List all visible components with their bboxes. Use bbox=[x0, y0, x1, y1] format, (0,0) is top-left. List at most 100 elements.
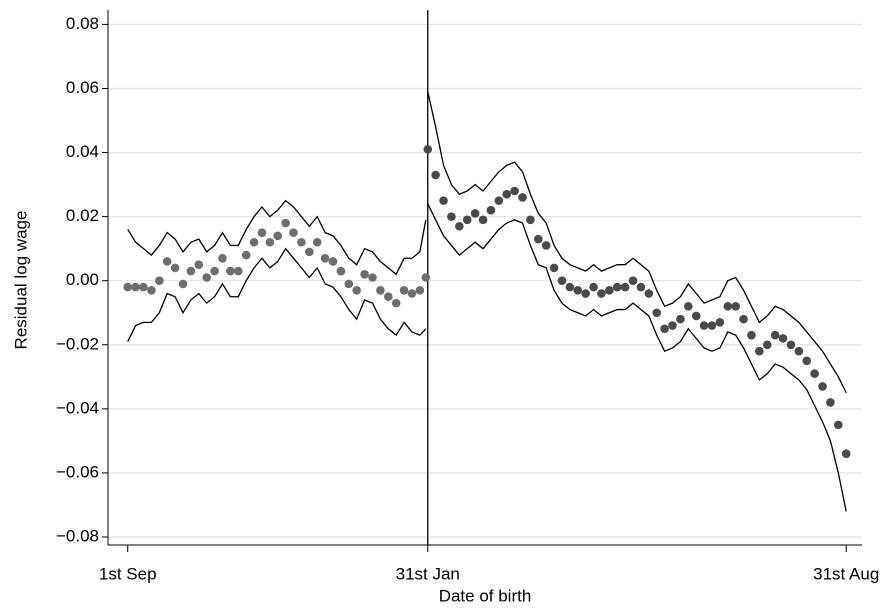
point bbox=[241, 250, 251, 260]
point bbox=[778, 334, 788, 343]
point bbox=[257, 228, 267, 237]
point bbox=[360, 269, 369, 279]
point bbox=[265, 237, 275, 247]
point bbox=[439, 196, 448, 205]
point bbox=[557, 276, 567, 286]
point bbox=[233, 266, 243, 276]
point bbox=[676, 314, 685, 324]
point bbox=[684, 302, 693, 311]
y-tick-label: 0.08 bbox=[66, 14, 99, 33]
point bbox=[336, 266, 346, 276]
point bbox=[605, 286, 614, 295]
point bbox=[841, 449, 851, 458]
point bbox=[352, 286, 362, 295]
x-tick-label: 31st Jan bbox=[396, 564, 460, 583]
point bbox=[202, 273, 211, 282]
y-tick-label: −0.04 bbox=[56, 398, 99, 417]
point bbox=[691, 311, 701, 321]
point bbox=[541, 241, 551, 250]
point bbox=[170, 263, 180, 273]
point bbox=[226, 266, 235, 276]
point bbox=[391, 298, 401, 308]
y-tick-label: 0.04 bbox=[66, 142, 99, 161]
point bbox=[447, 212, 456, 221]
point bbox=[652, 308, 662, 318]
point bbox=[707, 321, 717, 330]
point bbox=[518, 193, 527, 202]
point bbox=[628, 276, 638, 286]
point bbox=[747, 330, 756, 340]
point bbox=[399, 286, 409, 295]
point bbox=[589, 282, 598, 292]
point bbox=[723, 302, 733, 311]
point bbox=[573, 286, 583, 295]
point bbox=[786, 340, 796, 350]
point bbox=[581, 289, 590, 298]
confidence-bound bbox=[127, 199, 427, 276]
point bbox=[421, 273, 431, 282]
point bbox=[162, 257, 172, 266]
point bbox=[344, 279, 354, 289]
confidence-bound bbox=[427, 203, 847, 512]
point bbox=[502, 189, 512, 199]
point bbox=[218, 253, 227, 263]
y-tick-label: −0.06 bbox=[56, 462, 99, 481]
point bbox=[762, 340, 772, 350]
y-tick-label: 0.06 bbox=[66, 78, 99, 97]
point bbox=[731, 302, 740, 311]
y-tick-label: 0.02 bbox=[66, 206, 99, 225]
point bbox=[186, 266, 196, 276]
point bbox=[289, 228, 298, 237]
point bbox=[660, 324, 669, 334]
y-tick-label: −0.02 bbox=[56, 334, 99, 353]
x-tick-label: 1st Sep bbox=[99, 564, 157, 583]
point bbox=[620, 282, 630, 292]
point bbox=[297, 237, 306, 247]
point bbox=[486, 205, 496, 215]
point bbox=[155, 276, 164, 286]
point bbox=[739, 314, 748, 324]
point bbox=[715, 318, 725, 327]
point bbox=[494, 196, 504, 205]
point bbox=[755, 346, 764, 356]
point bbox=[794, 346, 804, 356]
point bbox=[328, 257, 338, 266]
point bbox=[597, 289, 606, 298]
point bbox=[510, 186, 519, 196]
point bbox=[549, 263, 559, 273]
point bbox=[470, 209, 480, 218]
point bbox=[415, 286, 425, 295]
point bbox=[802, 356, 812, 366]
point bbox=[368, 273, 377, 282]
point bbox=[455, 221, 464, 231]
point bbox=[376, 286, 385, 295]
point bbox=[147, 286, 156, 295]
point bbox=[210, 266, 219, 276]
point bbox=[462, 215, 472, 225]
point bbox=[123, 282, 133, 292]
x-tick-label: 31st Aug bbox=[813, 564, 879, 583]
point bbox=[131, 282, 140, 292]
point bbox=[194, 260, 204, 269]
point bbox=[431, 170, 440, 180]
x-axis-title: Date of birth bbox=[439, 586, 532, 605]
point bbox=[770, 330, 780, 340]
point bbox=[383, 292, 393, 302]
point bbox=[312, 237, 322, 247]
y-tick-label: −0.08 bbox=[56, 526, 99, 545]
point bbox=[178, 279, 188, 289]
point bbox=[612, 282, 622, 292]
y-tick-label: 0.00 bbox=[66, 270, 99, 289]
point bbox=[565, 282, 575, 292]
point bbox=[826, 398, 835, 407]
point bbox=[834, 420, 843, 430]
point bbox=[533, 234, 543, 244]
point bbox=[273, 231, 283, 241]
point bbox=[281, 218, 290, 228]
point bbox=[423, 145, 433, 154]
point bbox=[644, 289, 654, 298]
point bbox=[810, 369, 819, 378]
point bbox=[320, 253, 330, 263]
point bbox=[699, 321, 709, 330]
